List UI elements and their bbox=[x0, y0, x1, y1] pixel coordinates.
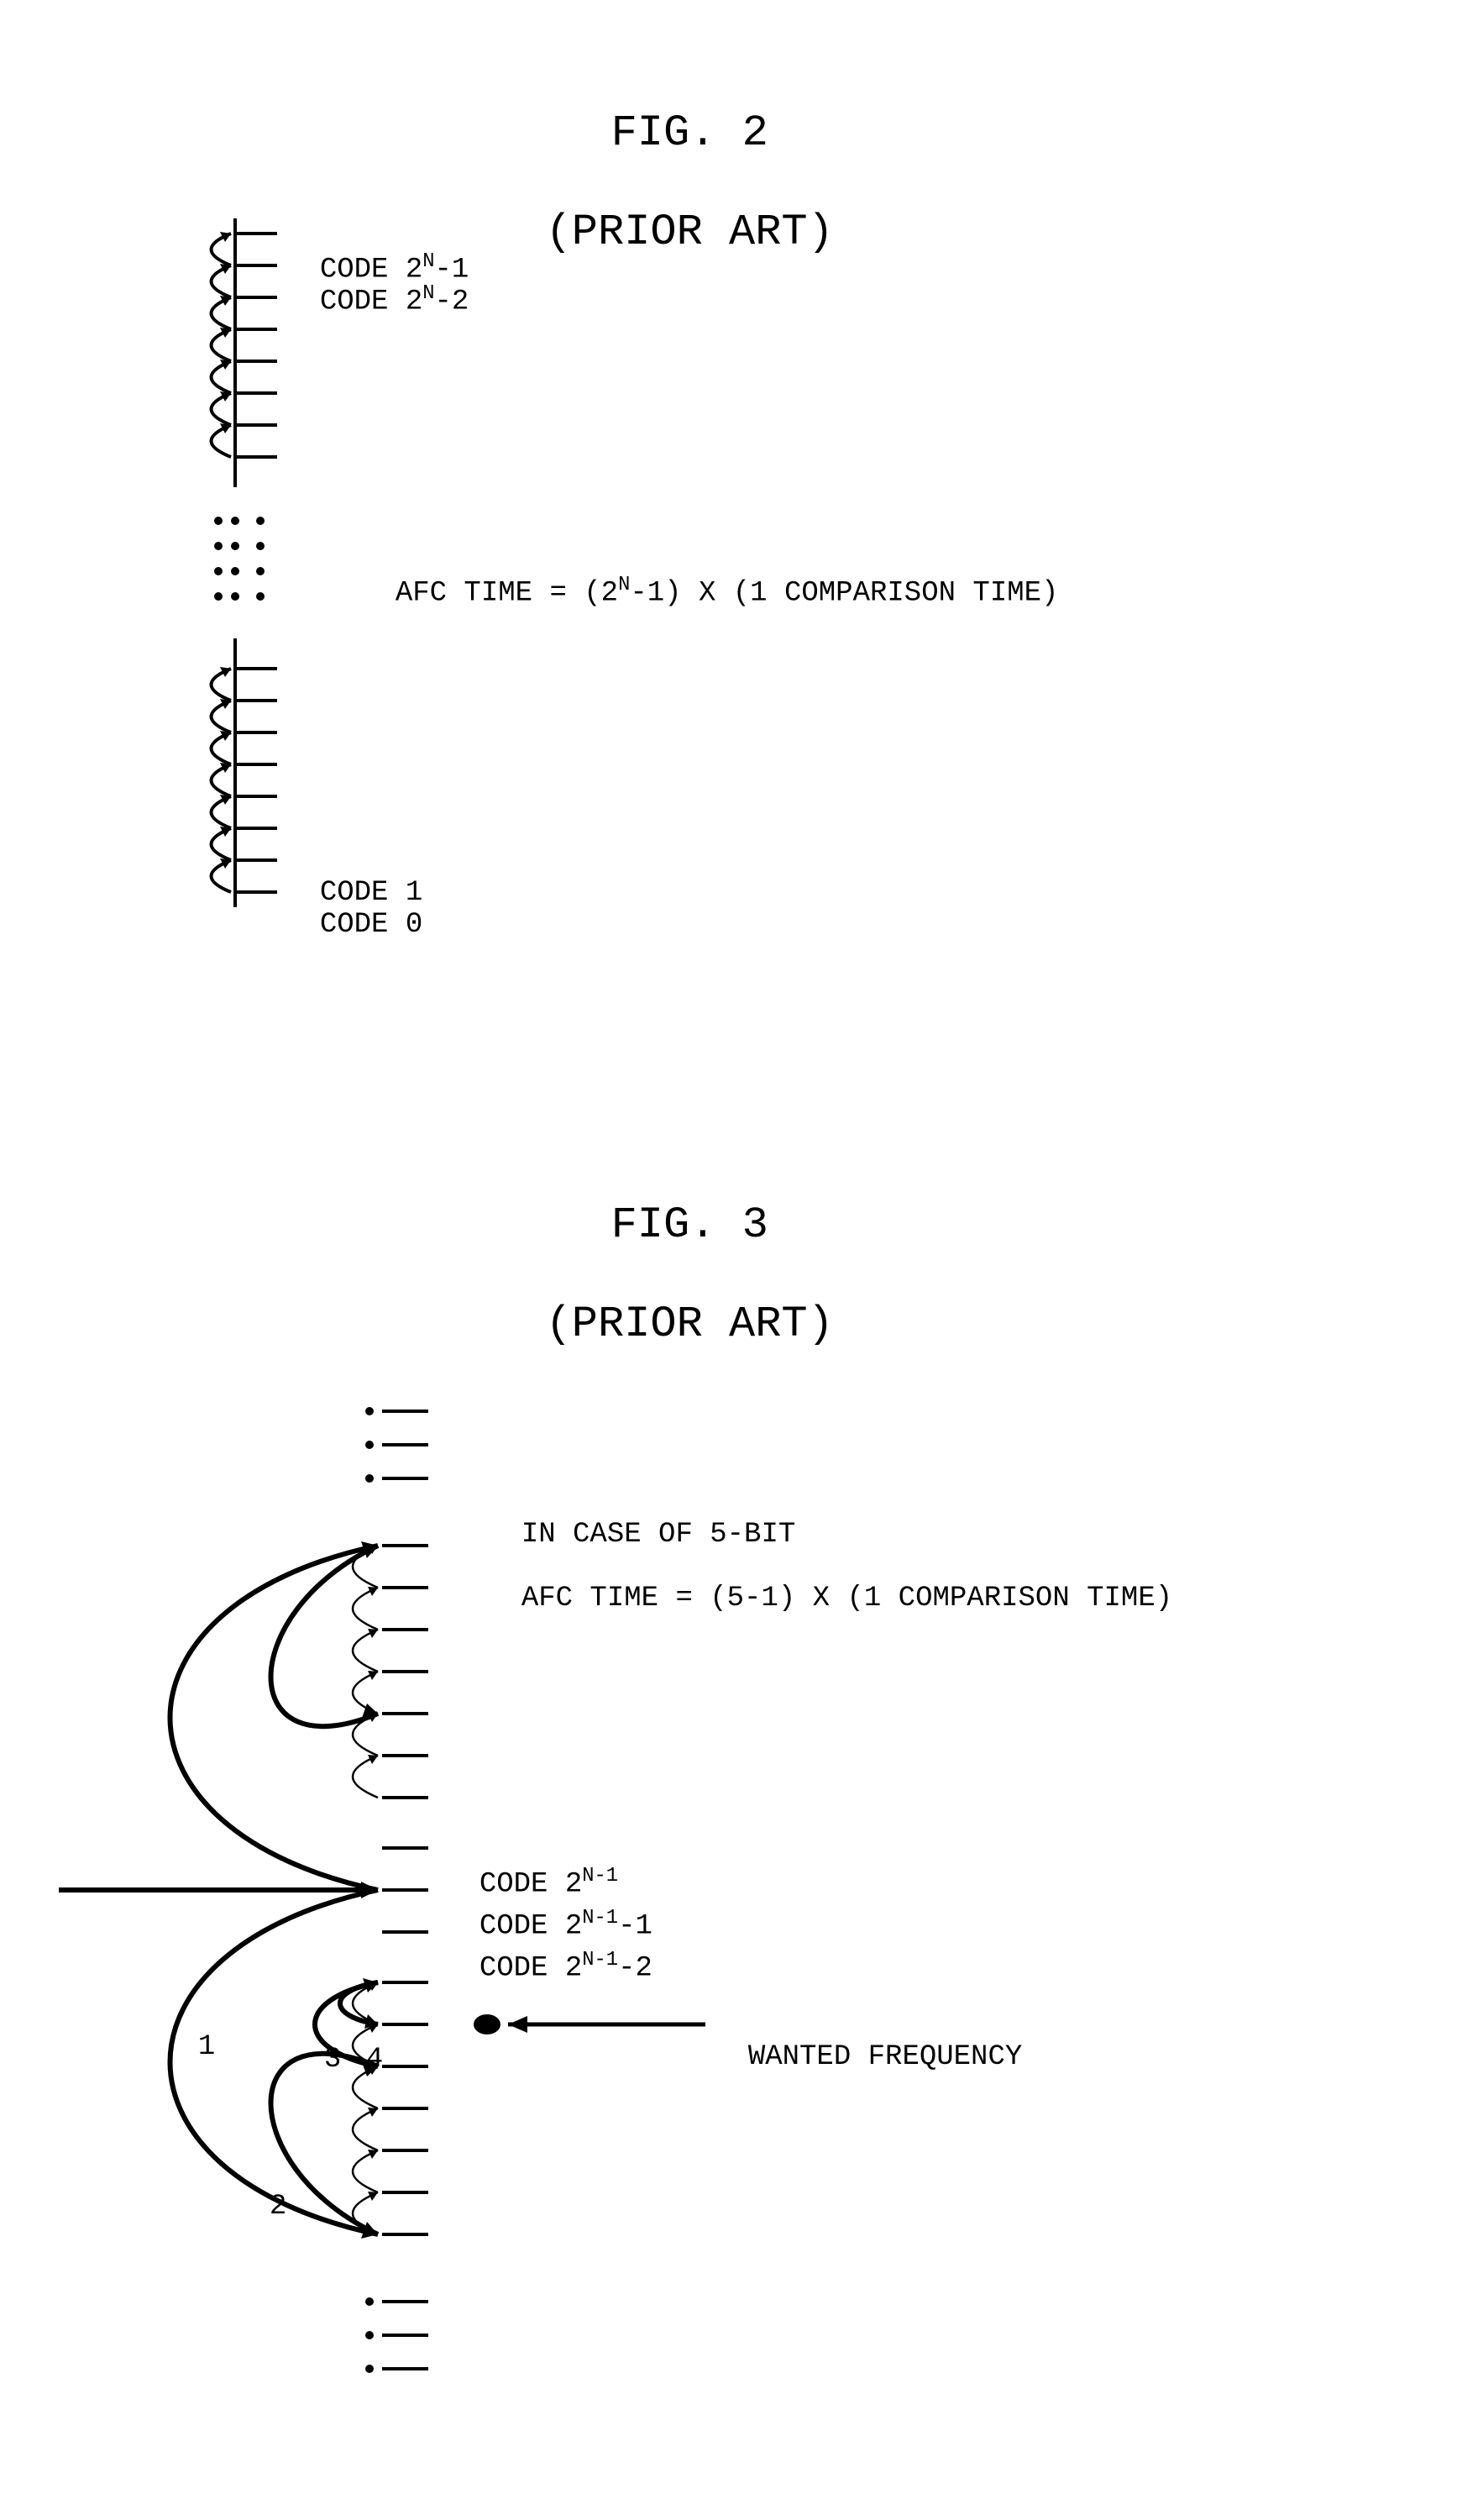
fig3-title-line1: FIG. 3 bbox=[611, 1200, 768, 1250]
fig3-num4: 4 bbox=[332, 2012, 383, 2076]
fig2-code-top2: CODE 2N-2 bbox=[286, 250, 469, 318]
fig3-num2: 2 bbox=[235, 2159, 286, 2223]
fig3-info: IN CASE OF 5-BIT AFC TIME = (5-1) X (1 C… bbox=[487, 1487, 1172, 1614]
fig3-num1: 1 bbox=[164, 1999, 215, 2063]
fig2-diagram bbox=[0, 0, 1462, 1008]
fig3-diagram bbox=[0, 1260, 1462, 2520]
fig3-wanted: WANTED FREQUENCY bbox=[714, 2009, 1022, 2073]
fig2-formula: AFC TIME = (2N-1) X (1 COMPARISON TIME) bbox=[361, 542, 1058, 609]
fig3-code3: CODE 2N-1-2 bbox=[445, 1917, 652, 1984]
fig2-code-bot2: CODE 0 bbox=[286, 877, 422, 941]
